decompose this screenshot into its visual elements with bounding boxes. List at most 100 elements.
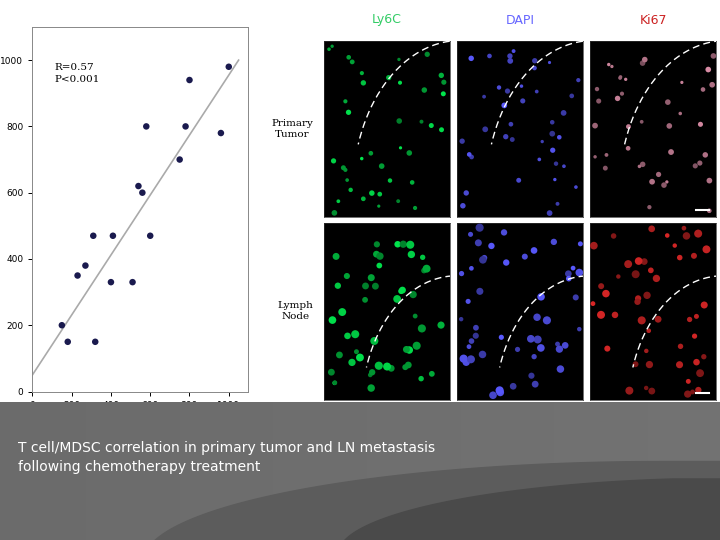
Point	[137, 188, 148, 197]
Point	[493, 83, 505, 92]
Point	[614, 73, 626, 82]
Point	[616, 89, 628, 98]
Point	[632, 294, 644, 303]
Point	[665, 148, 677, 157]
Point	[615, 72, 626, 81]
Point	[516, 82, 527, 91]
Point	[554, 133, 565, 141]
Point	[637, 160, 649, 168]
Point	[340, 166, 351, 174]
Point	[690, 161, 701, 170]
Point	[462, 297, 474, 306]
Point	[700, 151, 711, 159]
Point	[400, 363, 411, 372]
Point	[495, 388, 506, 397]
Point	[343, 108, 354, 117]
Point	[416, 324, 428, 333]
Point	[693, 386, 704, 394]
Point	[400, 345, 412, 354]
Point	[646, 387, 657, 395]
Point	[366, 189, 377, 198]
Point	[528, 64, 540, 72]
Point	[465, 355, 477, 363]
Point	[480, 125, 491, 133]
Point	[456, 137, 468, 145]
Point	[703, 206, 715, 215]
Point	[653, 170, 665, 179]
Point	[634, 162, 645, 171]
Point	[410, 312, 421, 320]
Point	[411, 341, 423, 350]
Point	[563, 274, 575, 283]
Point	[358, 78, 369, 87]
Point	[544, 209, 555, 218]
Point	[328, 208, 340, 217]
Point	[366, 368, 378, 376]
Point	[682, 390, 693, 399]
Point	[544, 58, 555, 67]
Point	[548, 238, 559, 246]
Point	[403, 148, 415, 157]
Point	[338, 164, 349, 172]
Point	[535, 343, 546, 352]
Point	[382, 362, 393, 371]
Point	[438, 90, 449, 98]
Point	[505, 57, 516, 65]
Point	[393, 117, 405, 125]
Point	[325, 368, 337, 376]
Text: Lymph
Node: Lymph Node	[277, 301, 313, 321]
Point	[531, 87, 542, 96]
Point	[529, 380, 541, 388]
Point	[418, 266, 430, 275]
Point	[438, 78, 449, 86]
Point	[374, 190, 385, 199]
Point	[56, 321, 68, 329]
Point	[662, 98, 674, 106]
Point	[703, 65, 714, 74]
Point	[697, 85, 708, 94]
Point	[552, 340, 563, 348]
Point	[373, 361, 384, 370]
Point	[327, 316, 338, 325]
Point	[486, 241, 498, 250]
Point	[376, 162, 387, 171]
Point	[639, 257, 650, 266]
Point	[88, 232, 99, 240]
Point	[698, 353, 710, 361]
Point	[519, 252, 531, 261]
Point	[683, 377, 694, 386]
Point	[409, 204, 420, 212]
Point	[341, 176, 353, 184]
Point	[466, 264, 477, 273]
Point	[472, 239, 484, 247]
Point	[694, 369, 706, 377]
Point	[397, 240, 409, 248]
Point	[461, 188, 472, 197]
Point	[457, 201, 469, 210]
Point	[528, 246, 540, 255]
Point	[502, 87, 513, 96]
Point	[536, 137, 548, 146]
Point	[636, 316, 647, 325]
Point	[646, 225, 657, 233]
Point	[393, 55, 405, 64]
Point	[591, 85, 603, 93]
Point	[608, 232, 619, 240]
Point	[526, 372, 537, 380]
Point	[703, 176, 715, 185]
Point	[676, 78, 688, 87]
Point	[688, 252, 700, 260]
Point	[500, 258, 512, 267]
Point	[641, 347, 652, 355]
Point	[474, 287, 485, 296]
Point	[622, 144, 634, 153]
Point	[420, 265, 432, 273]
Point	[643, 326, 654, 335]
Point	[384, 176, 396, 185]
Text: Primary
Tumor: Primary Tumor	[271, 119, 313, 139]
Point	[470, 323, 482, 332]
Point	[421, 50, 433, 59]
Point	[323, 45, 335, 53]
Point	[498, 228, 510, 237]
Point	[145, 232, 156, 240]
